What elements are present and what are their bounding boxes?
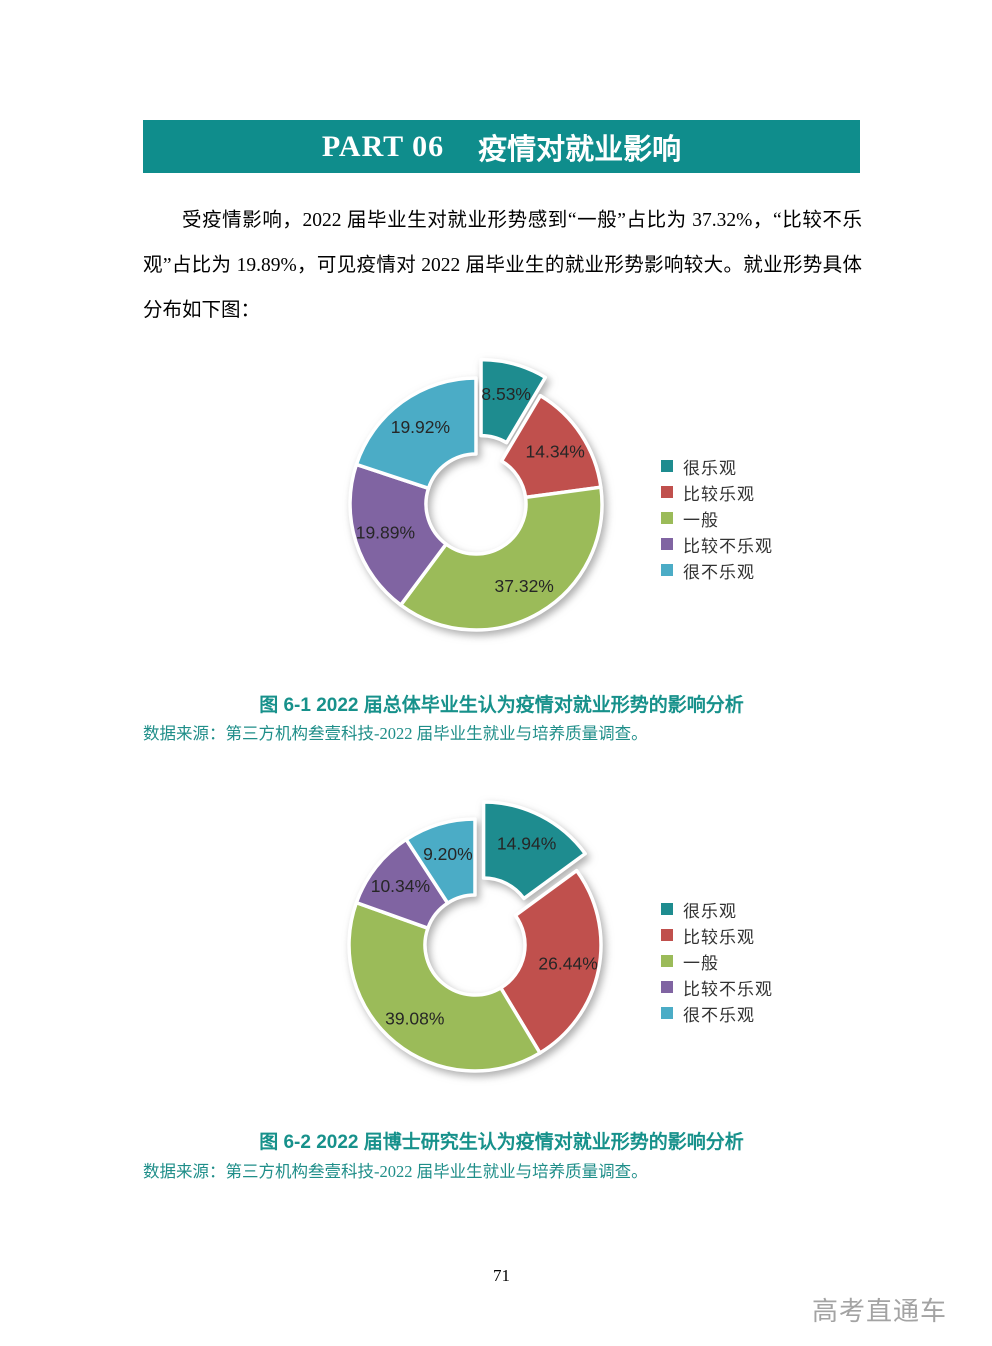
legend-item: 很乐观 [661, 453, 773, 479]
figure-caption-6-2: 图 6-2 2022 届博士研究生认为疫情对就业形势的影响分析 [259, 1132, 744, 1153]
legend-swatch-icon [661, 564, 673, 576]
pie-slice-2 [347, 900, 542, 1073]
donut-chart-overall-graduates: 8.53% 14.34% 37.32% 19.89% 19.92% [321, 349, 631, 659]
pie-slice-0 [481, 800, 587, 901]
legend-label: 很乐观 [683, 458, 737, 478]
legend-label: 很不乐观 [683, 562, 755, 582]
pie-slice-2 [398, 485, 604, 632]
legend-item: 比较乐观 [661, 479, 773, 505]
part-number-label: PART 06 [321, 129, 445, 163]
watermark-text: 高考直通车 [811, 1296, 947, 1326]
slice-data-label-1: 26.44% [538, 954, 597, 974]
legend-swatch-icon [661, 486, 673, 498]
pie-slice-1 [499, 868, 603, 1055]
pie-slice-4 [404, 817, 477, 905]
slice-data-label-0: 14.94% [497, 833, 556, 853]
slice-data-label-2: 37.32% [495, 576, 554, 596]
data-source-note-6-2: 数据来源：第三方机构叁壹科技-2022 届毕业生就业与培养质量调查。 [143, 1162, 648, 1181]
legend-item: 一般 [661, 505, 773, 531]
slice-data-label-0: 8.53% [481, 384, 531, 404]
slice-data-label-1: 14.34% [526, 442, 585, 462]
chart-legend-overall: 很乐观比较乐观一般比较不乐观很不乐观 [661, 453, 773, 583]
intro-paragraph: 受疫情影响，2022 届毕业生对就业形势感到“一般”占比为 37.32%，“比较… [143, 210, 862, 321]
pie-slice-3 [348, 462, 448, 607]
legend-label: 很不乐观 [683, 1005, 755, 1025]
legend-label: 比较不乐观 [683, 536, 773, 556]
legend-item: 比较乐观 [661, 922, 773, 948]
legend-swatch-icon [661, 903, 673, 915]
pie-slice-0 [479, 357, 548, 445]
legend-label: 一般 [683, 953, 719, 973]
legend-swatch-icon [661, 981, 673, 993]
legend-swatch-icon [661, 955, 673, 967]
legend-item: 比较不乐观 [661, 974, 773, 1000]
legend-swatch-icon [661, 1007, 673, 1019]
legend-label: 很乐观 [683, 901, 737, 921]
legend-label: 比较乐观 [683, 927, 755, 947]
legend-swatch-icon [661, 512, 673, 524]
slice-data-label-4: 19.92% [391, 417, 450, 437]
legend-label: 比较不乐观 [683, 979, 773, 999]
data-source-note-6-1: 数据来源：第三方机构叁壹科技-2022 届毕业生就业与培养质量调查。 [143, 724, 648, 743]
page-number: 71 [493, 1266, 510, 1285]
chart-legend-doctoral: 很乐观比较乐观一般比较不乐观很不乐观 [661, 896, 773, 1026]
figure-caption-6-1: 图 6-1 2022 届总体毕业生认为疫情对就业形势的影响分析 [259, 695, 744, 716]
legend-item: 很乐观 [661, 896, 773, 922]
pie-slice-4 [354, 376, 478, 491]
legend-item: 很不乐观 [661, 557, 773, 583]
legend-item: 很不乐观 [661, 1000, 773, 1026]
pie-slice-1 [499, 393, 603, 500]
legend-swatch-icon [661, 538, 673, 550]
legend-swatch-icon [661, 460, 673, 472]
section-header-band: PART 06 疫情对就业影响 [143, 120, 860, 173]
legend-swatch-icon [661, 929, 673, 941]
legend-item: 比较不乐观 [661, 531, 773, 557]
slice-data-label-3: 19.89% [356, 523, 415, 543]
slice-data-label-2: 39.08% [385, 1009, 444, 1029]
legend-item: 一般 [661, 948, 773, 974]
legend-label: 比较乐观 [683, 484, 755, 504]
slice-data-label-4: 9.20% [423, 844, 473, 864]
section-title: 疫情对就业影响 [478, 133, 682, 166]
slice-data-label-3: 10.34% [371, 876, 430, 896]
legend-label: 一般 [683, 510, 719, 530]
donut-chart-doctoral-graduates: 14.94% 26.44% 39.08% 10.34% 9.20% [320, 790, 630, 1100]
